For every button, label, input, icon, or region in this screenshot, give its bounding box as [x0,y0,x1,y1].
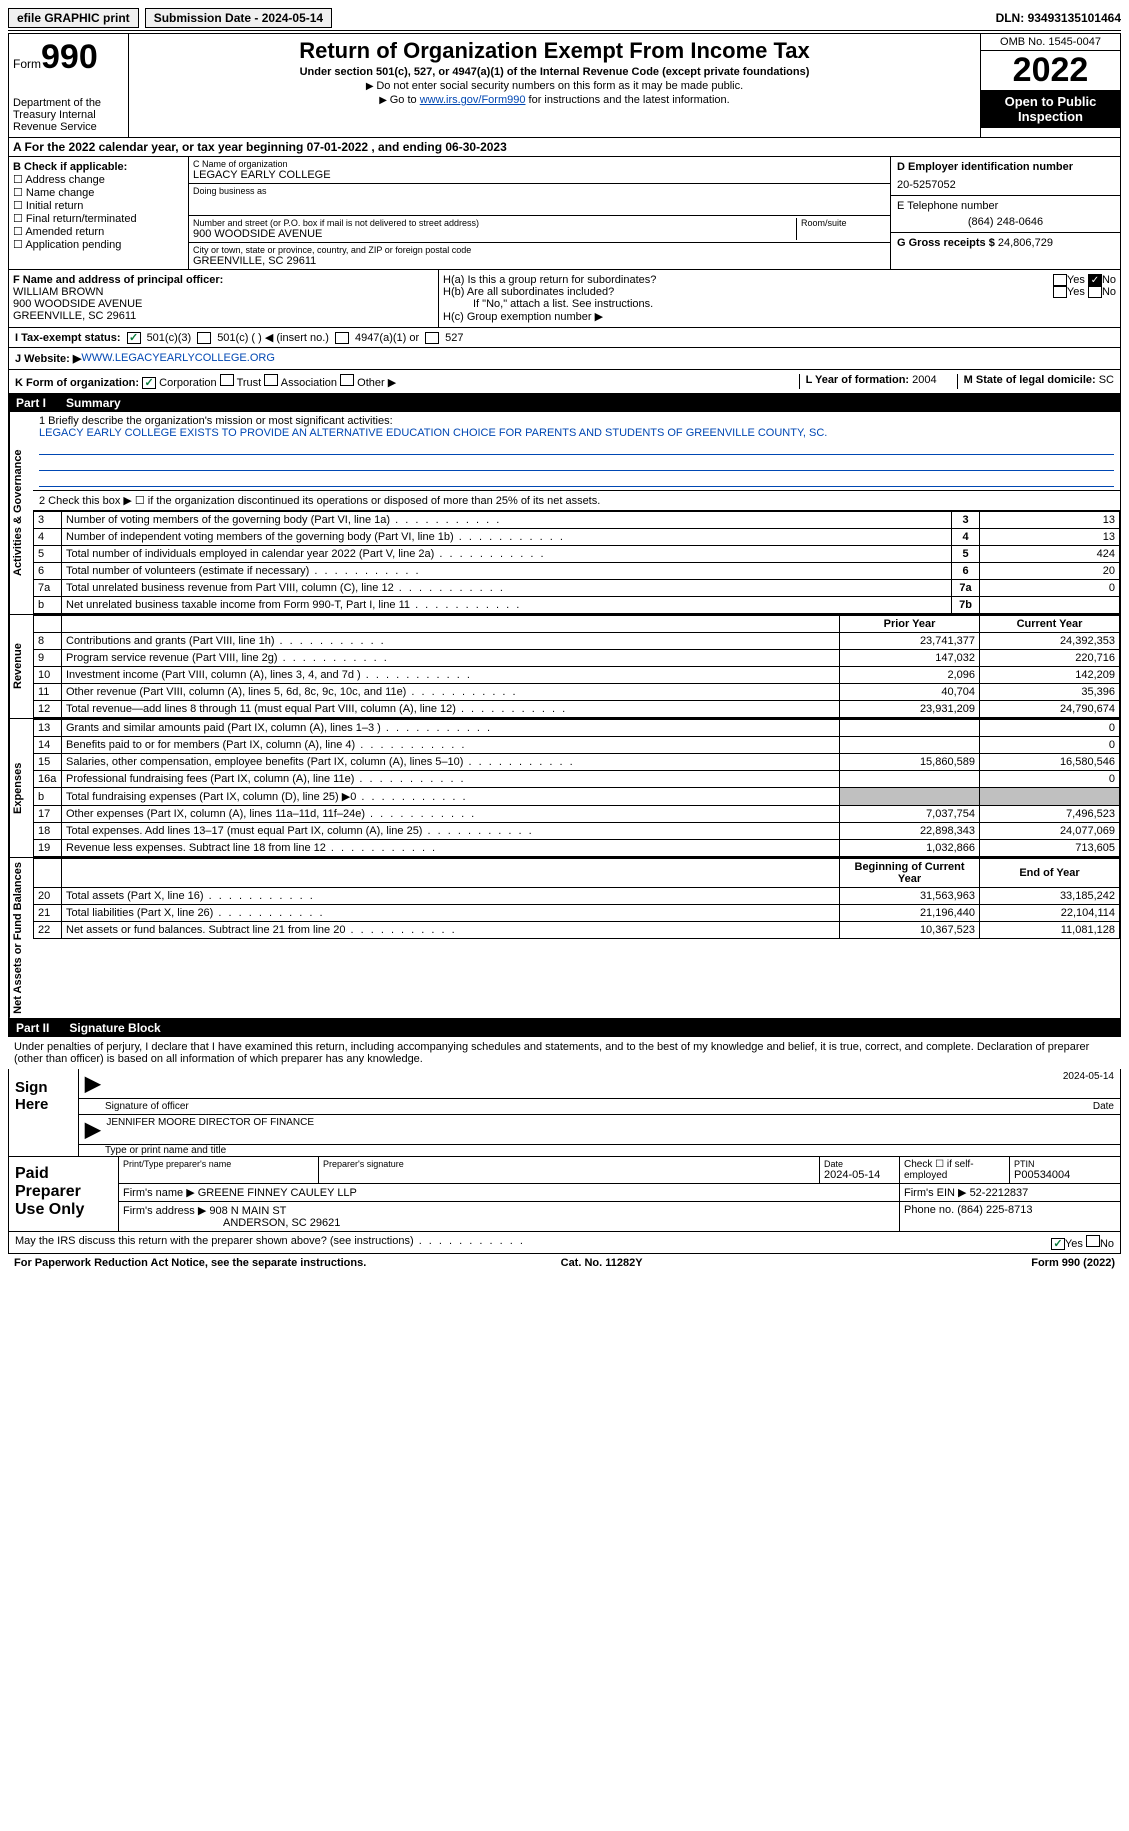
line-2: 2 Check this box ▶ ☐ if the organization… [33,491,1120,511]
table-netassets: Beginning of Current YearEnd of Year20To… [33,858,1120,939]
vtab-expenses: Expenses [9,719,33,857]
section-i: I Tax-exempt status: ✓501(c)(3) 501(c) (… [8,328,1121,348]
part2-bar: Part IISignature Block [8,1019,1121,1037]
table-activities: 3Number of voting members of the governi… [33,511,1120,614]
discuss-row: May the IRS discuss this return with the… [8,1232,1121,1254]
sign-here-label: Sign Here [9,1069,79,1156]
table-revenue: Prior YearCurrent Year8Contributions and… [33,615,1120,718]
section-b: B Check if applicable: Address change Na… [9,157,189,269]
footer: For Paperwork Reduction Act Notice, see … [8,1254,1121,1272]
year-box: OMB No. 1545-0047 2022 Open to Public In… [980,34,1120,137]
paid-preparer-label: Paid Preparer Use Only [9,1157,119,1231]
vtab-revenue: Revenue [9,615,33,718]
section-k: K Form of organization: ✓ Corporation Tr… [8,370,1121,394]
website-link[interactable]: WWW.LEGACYEARLYCOLLEGE.ORG [81,352,275,365]
form-title-box: Return of Organization Exempt From Incom… [129,34,980,137]
irs-link[interactable]: www.irs.gov/Form990 [420,94,526,106]
submission-date-button[interactable]: Submission Date - 2024-05-14 [145,8,332,28]
form-number-box: Form990 Department of the Treasury Inter… [9,34,129,137]
dln: DLN: 93493135101464 [996,11,1121,25]
table-expenses: 13Grants and similar amounts paid (Part … [33,719,1120,857]
efile-button[interactable]: efile GRAPHIC print [8,8,139,28]
vtab-netassets: Net Assets or Fund Balances [9,858,33,1018]
section-h: H(a) Is this a group return for subordin… [439,270,1120,327]
section-d: D Employer identification number20-52570… [890,157,1120,269]
officer-name: JENNIFER MOORE DIRECTOR OF FINANCE [106,1117,314,1142]
part1-bar: Part ISummary [8,394,1121,412]
tax-year-line: A For the 2022 calendar year, or tax yea… [8,138,1121,157]
signature-perjury: Under penalties of perjury, I declare th… [8,1037,1121,1069]
vtab-activities: Activities & Governance [9,412,33,614]
section-f: F Name and address of principal officer:… [9,270,439,327]
line-1: 1 Briefly describe the organization's mi… [33,412,1120,491]
section-c: C Name of organizationLEGACY EARLY COLLE… [189,157,890,269]
section-j: J Website: ▶ WWW.LEGACYEARLYCOLLEGE.ORG [8,348,1121,370]
